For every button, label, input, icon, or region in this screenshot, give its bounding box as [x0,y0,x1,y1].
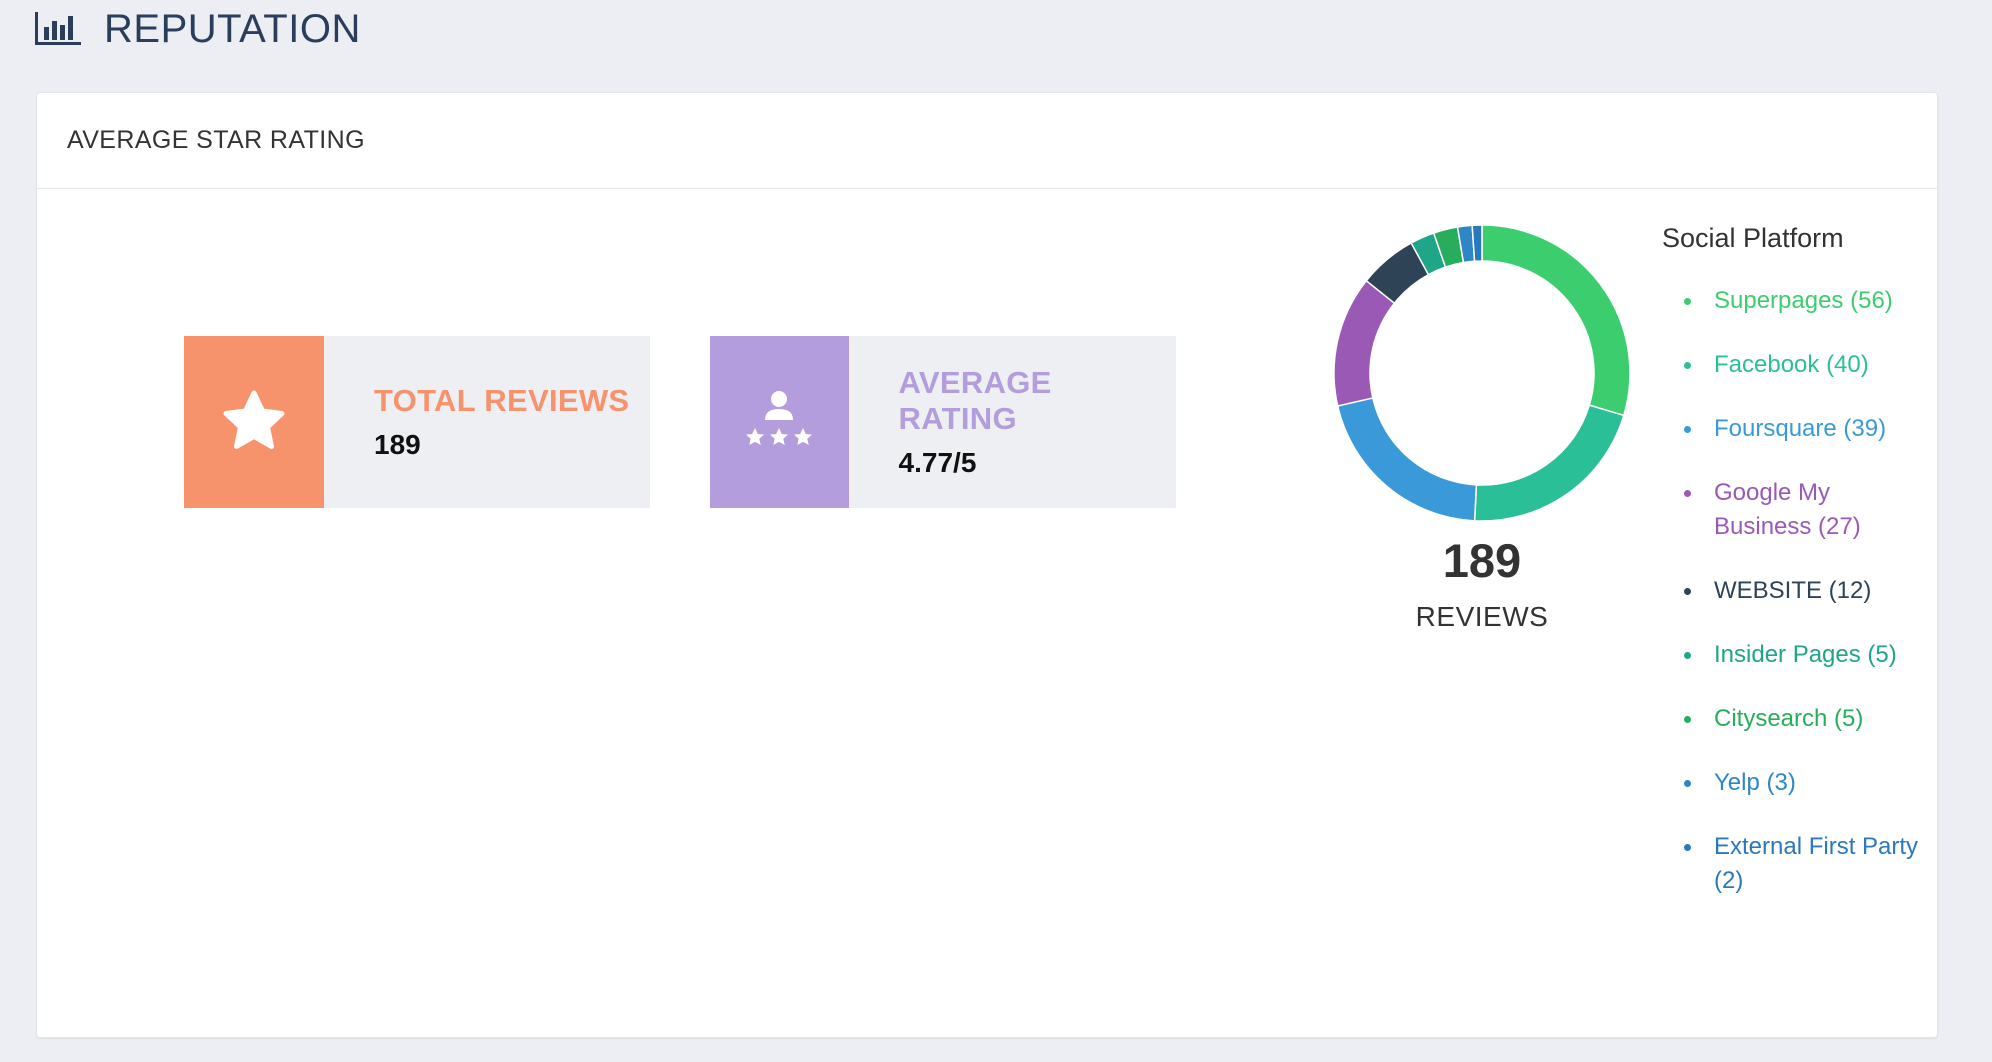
average-rating-text: AVERAGE RATING 4.77/5 [849,336,1176,508]
card-header: AVERAGE STAR RATING [37,93,1937,189]
person-stars-icon [746,391,813,445]
average-rating-label: AVERAGE RATING [898,365,1052,436]
donut-slice-external-first-party[interactable] [1471,224,1483,263]
legend-item-external-first-party[interactable]: External First Party (2) [1662,830,1922,898]
legend-item-google-my-business[interactable]: Google My Business (27) [1662,476,1922,544]
total-reviews-label: TOTAL REVIEWS [374,383,630,418]
donut-total: 189 [1442,534,1522,587]
donut-slice-facebook[interactable] [1473,404,1625,522]
average-star-rating-card: AVERAGE STAR RATING TOTAL REVIEWS 189 [36,92,1938,1038]
legend-item-foursquare[interactable]: Foursquare (39) [1662,412,1922,446]
average-rating-icon-tile [710,336,849,508]
legend-item-superpages[interactable]: Superpages (56) [1662,284,1922,318]
page-header: REPUTATION [34,0,361,58]
legend-title: Social Platform [1662,223,1844,253]
total-reviews-box: TOTAL REVIEWS 189 [184,336,650,508]
legend-item-citysearch[interactable]: Citysearch (5) [1662,702,1922,736]
page-title: REPUTATION [104,6,361,51]
total-reviews-icon-tile [184,336,324,508]
legend-item-website[interactable]: WEBSITE (12) [1662,574,1922,608]
average-rating-box: AVERAGE RATING 4.77/5 [710,336,1176,508]
donut-slice-superpages[interactable] [1481,224,1631,417]
total-reviews-value: 189 [374,429,421,460]
legend-item-yelp[interactable]: Yelp (3) [1662,766,1922,800]
platform-legend: Social Platform Superpages (56) Facebook … [1662,223,1922,928]
reviews-donut-chart [1333,224,1631,522]
card-title: AVERAGE STAR RATING [67,126,365,154]
total-reviews-text: TOTAL REVIEWS 189 [324,336,629,508]
donut-slice-foursquare[interactable] [1336,397,1478,522]
donut-caption: REVIEWS [1415,601,1549,632]
legend-list: Superpages (56) Facebook (40) Foursquare (… [1662,284,1922,898]
donut-slice-google-my-business[interactable] [1333,279,1396,407]
legend-item-insider-pages[interactable]: Insider Pages (5) [1662,638,1922,672]
average-rating-value: 4.77/5 [898,447,977,478]
legend-item-facebook[interactable]: Facebook (40) [1662,348,1922,382]
bar-chart-icon [35,12,81,45]
star-icon [223,390,285,449]
